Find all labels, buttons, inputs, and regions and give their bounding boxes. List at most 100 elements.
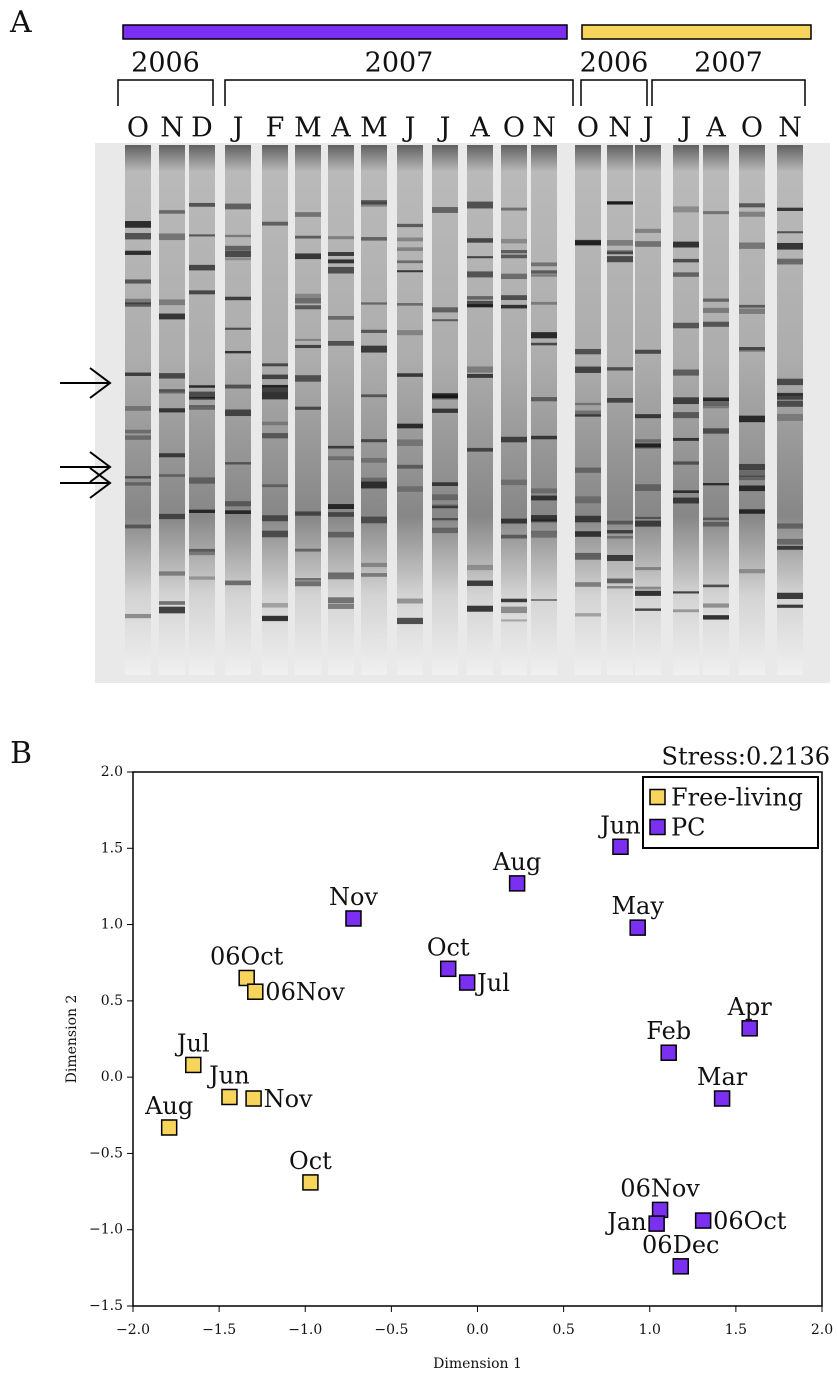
- gel-band: [432, 494, 458, 501]
- gel-band: [531, 495, 557, 501]
- gel-band: [607, 535, 633, 539]
- gel-band: [295, 305, 321, 310]
- gel-band: [673, 272, 699, 277]
- gel-band: [739, 304, 765, 308]
- gel-band: [467, 271, 493, 278]
- gel-band: [607, 530, 633, 534]
- gel-band: [607, 554, 633, 561]
- gel-band: [125, 613, 151, 619]
- gel-band: [225, 580, 251, 586]
- gel-band: [262, 602, 288, 608]
- chart-title: Stress:0.2136: [662, 743, 830, 771]
- gel-band: [575, 552, 601, 560]
- gel-band: [635, 586, 661, 590]
- gel-band: [703, 584, 729, 588]
- x-tick-label: 0.5: [552, 1322, 574, 1338]
- gel-band: [501, 619, 527, 622]
- gel-lane: [635, 145, 661, 675]
- gel-band: [159, 513, 185, 520]
- gel-band: [295, 338, 321, 341]
- point-label: Apr: [727, 993, 773, 1021]
- y-tick-label: −1.5: [89, 1298, 123, 1314]
- arrows: [60, 367, 112, 499]
- gel-band: [739, 346, 765, 352]
- gel-band: [262, 421, 288, 426]
- gel-band: [607, 251, 633, 255]
- gel-band: [328, 315, 354, 320]
- gel-band: [673, 369, 699, 376]
- gel-band: [777, 242, 803, 250]
- point-label: 06Nov: [620, 1174, 700, 1202]
- gel-band: [397, 270, 423, 273]
- gel-band: [159, 408, 185, 413]
- gel-band: [295, 548, 321, 552]
- gel-band: [397, 464, 423, 469]
- month-label: N: [608, 113, 632, 144]
- gel-lane: [189, 145, 215, 675]
- point-label: 06Oct: [713, 1207, 787, 1235]
- gel-band: [189, 405, 215, 408]
- gel-band: [531, 332, 557, 339]
- gel-band: [635, 241, 661, 247]
- gel-band: [501, 479, 527, 486]
- point: [238, 969, 255, 987]
- gel-band: [328, 445, 354, 449]
- month-label: A: [469, 113, 490, 144]
- point-label: Aug: [144, 1092, 193, 1120]
- gel-band: [635, 228, 661, 233]
- point: [651, 1201, 669, 1219]
- gel-lane: [575, 145, 601, 675]
- gel-band: [328, 504, 354, 509]
- gel-band: [225, 384, 251, 389]
- y-tick-label: 0.5: [101, 993, 123, 1009]
- gel-lane: [703, 145, 729, 675]
- gel-band: [467, 296, 493, 300]
- gel-band: [125, 372, 151, 376]
- gel-band: [159, 606, 185, 614]
- gel-band: [777, 545, 803, 550]
- gel-band: [673, 412, 699, 419]
- gel-band: [159, 571, 185, 576]
- gel-band: [501, 606, 527, 614]
- gel-band: [432, 505, 458, 509]
- point: [160, 1119, 178, 1136]
- gel-band: [225, 257, 251, 261]
- x-tick-label: −0.5: [374, 1322, 408, 1338]
- gel-band: [703, 615, 729, 620]
- gel-band: [432, 504, 458, 509]
- gel-lane: [531, 145, 557, 675]
- gel-band: [295, 253, 321, 260]
- y-tick-label: −0.5: [89, 1145, 123, 1161]
- point: [741, 1020, 758, 1037]
- panel-label: A: [9, 5, 32, 40]
- gel-band: [607, 256, 633, 263]
- legend-swatch: [649, 788, 666, 806]
- gel-band: [467, 447, 493, 452]
- gel-band: [575, 582, 601, 587]
- gel-band: [125, 250, 151, 255]
- gel-band: [361, 237, 387, 241]
- gel-band: [575, 366, 601, 373]
- gel-band: [467, 564, 493, 571]
- gel-band: [777, 523, 803, 529]
- gel-band: [225, 409, 251, 417]
- gel-band: [432, 207, 458, 213]
- legend-box: [642, 776, 819, 849]
- month-label: N: [778, 113, 802, 144]
- point: [247, 983, 264, 1000]
- gel-band: [673, 322, 699, 329]
- point-label: Oct: [289, 1147, 332, 1175]
- gel-band: [125, 482, 151, 486]
- gel-band: [125, 302, 151, 307]
- gel-band: [159, 373, 185, 379]
- point-label: Mar: [697, 1063, 748, 1091]
- gel-band: [635, 590, 661, 596]
- gel-band: [739, 569, 765, 574]
- gel-band: [225, 510, 251, 515]
- gel-band: [673, 609, 699, 613]
- y-axis-label: Dimension 2: [64, 995, 80, 1084]
- x-tick-label: 1.5: [725, 1322, 747, 1338]
- gel-band: [531, 274, 557, 277]
- gel-band: [673, 461, 699, 465]
- gel-band: [189, 264, 215, 271]
